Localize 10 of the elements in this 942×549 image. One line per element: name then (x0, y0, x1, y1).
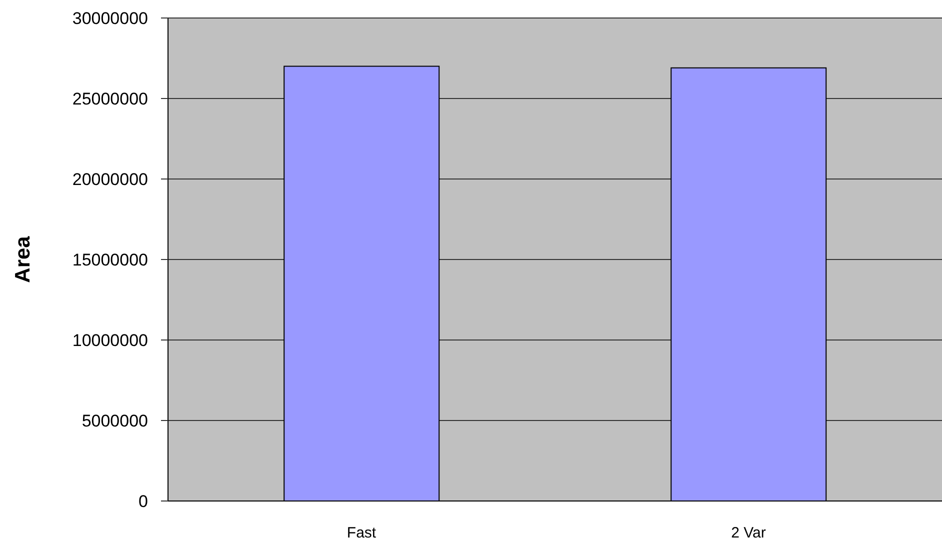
y-axis-title: Area (12, 236, 34, 283)
y-tick-label: 5000000 (82, 412, 148, 431)
y-tick-label: 15000000 (72, 250, 148, 270)
x-tick-label: 2 Var (731, 524, 766, 542)
y-tick-label: 0 (138, 492, 148, 512)
y-tick-label: 20000000 (72, 170, 148, 190)
y-tick-label: 25000000 (72, 90, 148, 109)
y-tick-label: 10000000 (72, 331, 148, 350)
y-tick-label: 30000000 (72, 9, 148, 28)
x-tick-label: Fast (346, 524, 377, 542)
